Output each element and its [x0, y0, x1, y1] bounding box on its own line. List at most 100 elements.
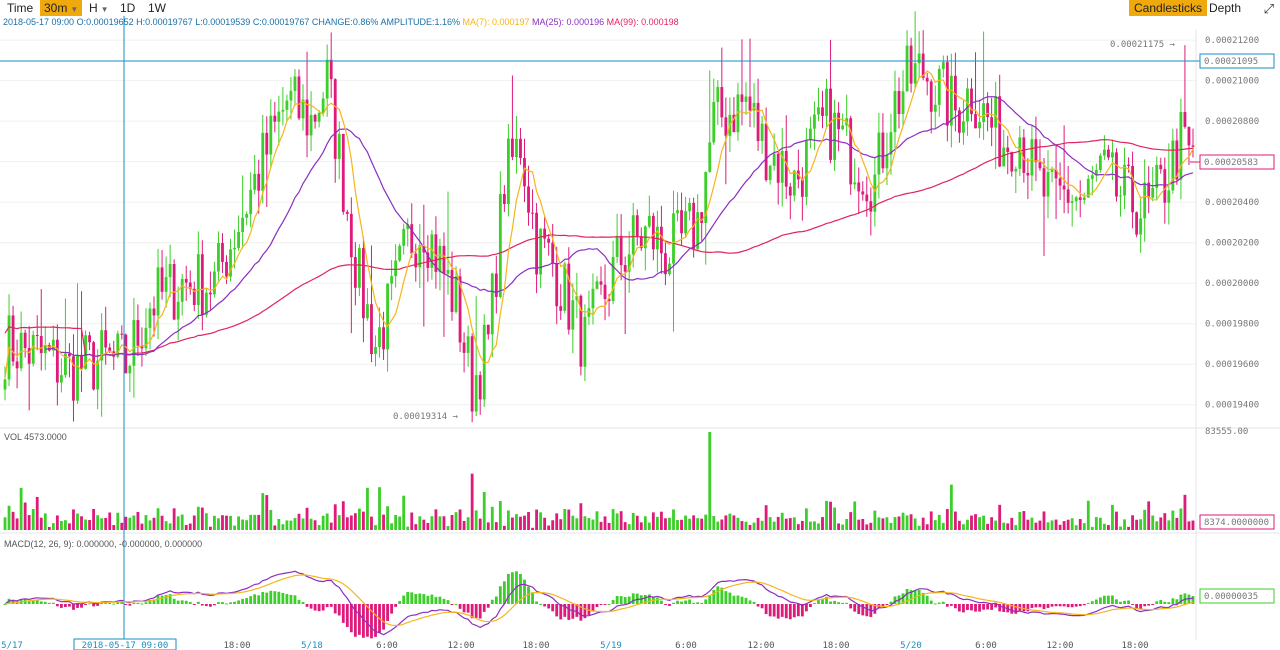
macd-histogram-bar — [370, 604, 373, 639]
candle-body — [1090, 175, 1094, 179]
volume-bar — [406, 526, 410, 530]
candle-body — [140, 345, 144, 349]
macd-histogram-bar — [788, 604, 792, 620]
candle-body — [982, 103, 985, 123]
volume-bar — [994, 520, 998, 530]
volume-bar — [1179, 508, 1183, 530]
macd-histogram-bar — [1046, 604, 1050, 608]
candle-body — [788, 186, 792, 196]
volume-bar — [1155, 521, 1159, 530]
volume-bar — [180, 514, 184, 530]
volume-bar — [551, 520, 555, 530]
candle-body — [128, 365, 132, 374]
volume-bar — [357, 508, 361, 530]
candle-body — [1119, 195, 1122, 197]
macd-histogram-bar — [551, 604, 555, 612]
volume-bar — [43, 513, 47, 530]
ohlc-info: 2018-05-17 09:00 O:0.00019652 H:0.000197… — [3, 17, 679, 27]
macd-histogram-bar — [736, 595, 740, 604]
interval-hour-button[interactable]: H ▼ — [89, 0, 109, 16]
candle-body — [430, 234, 434, 268]
macd-histogram-bar — [31, 600, 35, 604]
candle-body — [1050, 169, 1054, 172]
volume-bar — [635, 515, 639, 530]
volume-bar — [527, 512, 530, 530]
candle-body — [913, 63, 917, 84]
macd-histogram-bar — [1054, 604, 1058, 607]
volume-bar — [523, 515, 526, 530]
candle-body — [591, 288, 595, 309]
macd-histogram-bar — [317, 604, 321, 612]
macd-histogram-bar — [994, 604, 998, 608]
volume-bar — [76, 513, 79, 530]
candle-body — [76, 354, 79, 401]
macd-histogram-bar — [112, 603, 116, 605]
crosshair-price-box — [1199, 53, 1275, 69]
macd-histogram-bar — [204, 604, 208, 607]
candle-body — [664, 253, 667, 275]
macd-histogram-bar — [498, 586, 502, 604]
volume-bar — [623, 522, 627, 530]
candle-body — [760, 123, 764, 142]
candle-body — [539, 228, 543, 275]
macd-histogram-bar — [47, 602, 51, 604]
volume-bar — [607, 522, 611, 530]
candle-body — [92, 342, 96, 390]
candle-body — [3, 379, 7, 390]
macd-histogram-bar — [136, 602, 140, 604]
candlesticks-button[interactable]: Candlesticks — [1129, 0, 1208, 16]
macd-histogram-bar — [1082, 604, 1086, 606]
candle-body — [720, 87, 724, 118]
macd-histogram-bar — [1155, 601, 1159, 604]
candle-body — [603, 284, 607, 300]
macd-histogram-bar — [921, 592, 925, 604]
volume-bar — [470, 473, 474, 530]
volume-bar — [152, 517, 156, 530]
volume-bar — [1030, 517, 1034, 530]
candle-body — [313, 114, 317, 122]
macd-histogram-bar — [225, 603, 228, 605]
depth-button[interactable]: Depth — [1209, 1, 1242, 15]
macd-dif-line — [4, 570, 1194, 636]
volume-bar — [917, 525, 921, 530]
candle-body — [1163, 169, 1167, 203]
candle-body — [1115, 152, 1118, 197]
volume-bar — [696, 518, 700, 530]
interval-1w-button[interactable]: 1W — [148, 1, 166, 15]
volume-bar — [700, 518, 704, 530]
price-tick-label: 0.00021000 — [1205, 77, 1259, 87]
candle-body — [68, 353, 71, 357]
price-tick-label: 0.00020200 — [1205, 239, 1259, 249]
candle-body — [1042, 168, 1046, 197]
candle-body — [1062, 185, 1066, 190]
candle-body — [825, 88, 828, 116]
macd-histogram-bar — [144, 602, 148, 604]
candle-body — [1123, 164, 1126, 196]
candle-body — [229, 249, 232, 277]
candle-body — [966, 88, 969, 122]
volume-bar — [732, 515, 736, 530]
macd-histogram-bar — [732, 595, 736, 604]
macd-histogram-bar — [893, 596, 897, 604]
macd-histogram-bar — [752, 601, 756, 604]
volume-bar — [168, 523, 172, 530]
volume-bar — [986, 523, 990, 530]
volume-bar — [1058, 524, 1062, 530]
volume-current-label: 8374.0000000 — [1204, 518, 1269, 528]
candle-body — [881, 132, 885, 169]
fullscreen-icon[interactable]: ⤢ — [1263, 1, 1274, 16]
macd-histogram-bar — [760, 604, 764, 609]
volume-bar — [394, 515, 398, 530]
candle-body — [353, 257, 357, 288]
macd-histogram-bar — [555, 604, 559, 617]
time-button[interactable]: Time — [7, 1, 34, 15]
volume-bar — [466, 517, 470, 530]
volume-bar — [285, 520, 289, 530]
interval-1d-button[interactable]: 1D — [120, 1, 136, 15]
time-axis-label: 5/20 — [900, 641, 922, 650]
interval-30m-button[interactable]: 30m ▼ — [40, 0, 83, 16]
volume-label: VOL 4573.0000 — [4, 432, 67, 442]
candle-body — [1127, 164, 1130, 166]
macd-histogram-bar — [398, 600, 402, 604]
